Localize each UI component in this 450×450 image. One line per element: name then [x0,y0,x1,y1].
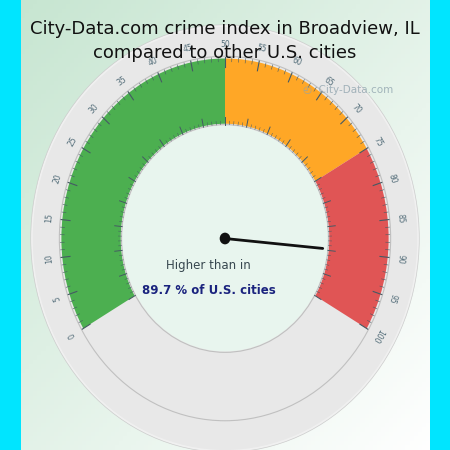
Text: 90: 90 [396,253,405,264]
Text: 70: 70 [349,102,363,115]
Text: 10: 10 [45,253,54,264]
Text: 35: 35 [115,75,128,88]
Text: 100: 100 [370,327,385,344]
Text: 80: 80 [387,173,398,184]
Text: 50: 50 [220,40,230,49]
Circle shape [220,233,230,244]
Text: 95: 95 [387,292,398,305]
Text: 89.7 % of U.S. cities: 89.7 % of U.S. cities [142,284,275,297]
Text: Higher than in: Higher than in [166,259,251,272]
Text: 85: 85 [396,213,405,224]
Text: 65: 65 [322,75,335,88]
Text: 0: 0 [67,331,77,340]
Text: 55: 55 [256,43,267,54]
Wedge shape [61,58,225,328]
Text: 5: 5 [52,295,63,302]
Text: 15: 15 [45,213,54,224]
Wedge shape [225,58,367,181]
Text: 30: 30 [87,102,101,115]
Text: 40: 40 [147,55,160,68]
Wedge shape [315,148,389,328]
Text: 75: 75 [371,135,384,148]
Text: ◴  City-Data.com: ◴ City-Data.com [302,85,393,95]
Text: City-Data.com crime index in Broadview, IL
compared to other U.S. cities: City-Data.com crime index in Broadview, … [30,20,420,62]
Text: 25: 25 [66,135,79,148]
Text: 20: 20 [52,173,63,184]
Circle shape [122,126,328,351]
Text: 60: 60 [290,55,303,68]
Wedge shape [33,27,417,450]
Circle shape [31,25,419,450]
Text: 45: 45 [183,43,194,54]
